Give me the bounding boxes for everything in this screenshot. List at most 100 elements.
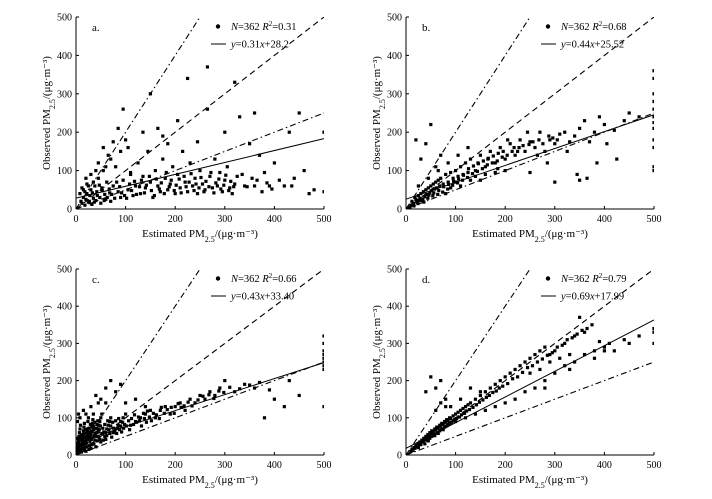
data-point	[513, 367, 517, 372]
data-point	[119, 195, 123, 200]
y-tick-label: 100	[387, 413, 402, 424]
data-point	[541, 142, 545, 146]
data-point	[119, 382, 123, 386]
data-point	[178, 186, 182, 190]
data-point	[88, 422, 92, 427]
data-point	[424, 142, 428, 146]
data-point	[183, 408, 187, 412]
data-point	[426, 186, 430, 190]
data-point	[468, 401, 473, 405]
y-tick-label: 300	[387, 339, 402, 350]
data-point	[426, 439, 430, 443]
data-point	[220, 190, 224, 194]
data-point	[528, 170, 532, 175]
data-point	[90, 191, 94, 195]
y-tick-label: 400	[57, 51, 72, 62]
data-point	[456, 174, 460, 178]
data-point	[433, 187, 437, 191]
data-point	[202, 190, 206, 194]
data-point	[159, 405, 163, 409]
data-point	[192, 188, 196, 193]
data-point	[225, 165, 229, 169]
data-point	[157, 416, 161, 421]
data-point	[90, 430, 94, 434]
data-point	[430, 188, 434, 193]
data-point	[481, 159, 485, 163]
data-point	[503, 401, 507, 405]
data-point	[224, 173, 228, 177]
data-point	[110, 435, 114, 439]
data-point	[208, 174, 212, 178]
data-point	[83, 428, 88, 432]
y-tick-label: 400	[387, 51, 402, 62]
data-point	[76, 444, 79, 448]
data-point	[637, 334, 641, 338]
reference-line	[406, 361, 654, 455]
data-point	[453, 418, 457, 422]
data-point	[79, 432, 83, 437]
data-point	[322, 334, 324, 338]
x-tick-label: 0	[404, 214, 409, 225]
y-tick-label: 0	[67, 205, 72, 216]
data-point	[419, 442, 423, 447]
data-point	[78, 416, 82, 420]
data-point	[184, 185, 188, 189]
data-point	[454, 412, 458, 416]
data-point	[602, 345, 606, 349]
data-point	[652, 341, 654, 345]
data-point	[114, 427, 118, 431]
data-point	[81, 408, 86, 412]
data-point	[136, 161, 140, 165]
data-point	[602, 349, 606, 353]
data-point	[590, 323, 594, 327]
data-point	[98, 419, 102, 424]
x-tick-label: 400	[597, 460, 612, 471]
y-tick-label: 0	[397, 451, 402, 462]
data-point	[131, 193, 135, 198]
data-point	[93, 184, 97, 188]
data-point	[198, 393, 202, 398]
data-point	[82, 425, 86, 429]
data-point	[190, 184, 195, 188]
legend-marker	[215, 276, 221, 281]
data-point	[548, 360, 552, 364]
data-point	[652, 92, 654, 96]
data-point	[80, 201, 84, 205]
data-point	[409, 449, 413, 453]
data-point	[422, 200, 426, 204]
data-point	[176, 119, 180, 123]
data-point	[86, 437, 90, 441]
data-point	[89, 172, 93, 177]
data-point	[133, 184, 138, 188]
data-point	[95, 439, 99, 443]
x-tick-label: 200	[498, 460, 513, 471]
data-point	[652, 76, 654, 81]
data-point	[622, 338, 626, 342]
data-point	[512, 145, 516, 150]
data-point	[448, 421, 452, 425]
data-point	[154, 177, 158, 181]
data-point	[505, 153, 509, 157]
data-point	[87, 435, 91, 439]
data-point	[475, 169, 480, 173]
data-point	[525, 130, 530, 134]
data-point	[203, 188, 207, 192]
data-point	[104, 431, 108, 435]
data-point	[240, 172, 244, 177]
y-tick-label: 500	[387, 13, 402, 24]
data-point	[98, 424, 102, 428]
data-point	[243, 184, 247, 188]
data-point	[189, 172, 193, 176]
x-tick-label: 500	[647, 214, 662, 225]
y-tick-label: 100	[387, 166, 402, 177]
data-point	[76, 451, 79, 455]
data-point	[143, 186, 148, 190]
data-point	[171, 165, 175, 169]
x-tick-label: 100	[448, 214, 463, 225]
data-point	[123, 193, 127, 198]
data-point	[142, 416, 147, 421]
data-point	[85, 192, 89, 196]
data-point	[139, 178, 144, 182]
data-point	[476, 162, 481, 166]
